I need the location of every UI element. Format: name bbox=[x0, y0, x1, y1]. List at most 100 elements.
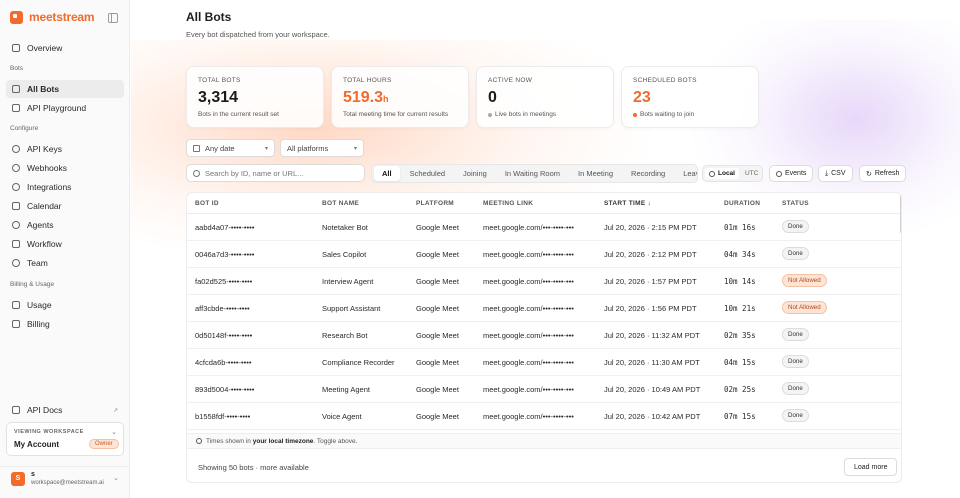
load-more-button[interactable]: Load more bbox=[844, 458, 898, 476]
platform-filter-select[interactable]: All platforms ▾ bbox=[280, 139, 364, 157]
page-title: All Bots bbox=[186, 10, 232, 24]
stat-value: 3,314 bbox=[198, 89, 239, 106]
status-badge: Done bbox=[782, 355, 809, 368]
tz-local-button[interactable]: Local bbox=[705, 168, 739, 179]
sidebar-item-label: Agents bbox=[27, 220, 54, 230]
calendar-icon bbox=[193, 144, 200, 152]
table-row[interactable]: aff3cbde-••••-•••• Support Assistant Googl… bbox=[187, 295, 901, 322]
user-menu[interactable] bbox=[0, 466, 130, 498]
tz-utc-button[interactable]: UTC bbox=[744, 170, 759, 177]
stat-label: TOTAL BOTS bbox=[198, 77, 241, 84]
sidebar-item-team[interactable]: Team bbox=[6, 254, 124, 272]
tab-leaving[interactable]: Leavi bbox=[683, 169, 697, 178]
cell-bot-id: b1558fdf-••••-•••• bbox=[195, 412, 251, 421]
integrations-icon bbox=[12, 183, 20, 191]
table-row[interactable]: 4cfcda6b-••••-•••• Compliance Recorder Goo… bbox=[187, 349, 901, 376]
cell-meeting-link[interactable]: meet.google.com/•••-••••-••• bbox=[483, 331, 574, 340]
table-row[interactable]: 0046a7d3-••••-•••• Sales Copilot Google Me… bbox=[187, 241, 901, 268]
table-row[interactable]: fa02d525-••••-•••• Interview Agent Google … bbox=[187, 268, 901, 295]
cell-platform: Google Meet bbox=[416, 250, 459, 259]
tab-recording[interactable]: Recording bbox=[631, 169, 666, 178]
sidebar-item-label: Calendar bbox=[27, 201, 62, 211]
table-row[interactable]: b1558fdf-••••-•••• Voice Agent Google Meet… bbox=[187, 403, 901, 430]
sidebar-item-workflow[interactable]: Workflow bbox=[6, 235, 124, 253]
brand[interactable]: meetstream bbox=[10, 10, 95, 24]
grid-icon bbox=[12, 44, 20, 52]
sidebar: meetstream Overview Bots All Bots API Pl… bbox=[0, 0, 130, 498]
tz-note-text: Times shown in your local timezone. Togg… bbox=[206, 438, 357, 445]
table-row[interactable]: 0d50148f-••••-•••• Research Bot Google Mee… bbox=[187, 322, 901, 349]
tab-in-waiting-room[interactable]: In Waiting Room bbox=[504, 169, 560, 178]
sidebar-item-calendar[interactable]: Calendar bbox=[6, 197, 124, 215]
stat-value: 23 bbox=[633, 89, 651, 106]
cell-meeting-link[interactable]: meet.google.com/•••-••••-••• bbox=[483, 223, 574, 232]
tab-joining[interactable]: Joining bbox=[463, 169, 487, 178]
sidebar-item-api-playground[interactable]: API Playground bbox=[6, 99, 124, 117]
tab-in-meeting[interactable]: In Meeting bbox=[578, 169, 614, 178]
column-header-platform[interactable]: PLATFORM bbox=[416, 200, 455, 207]
stat-card-active-now: ACTIVE NOW 0 Live bots in meetings bbox=[476, 66, 614, 128]
refresh-button[interactable]: ↻ Refresh bbox=[859, 165, 907, 182]
sidebar-item-api-keys[interactable]: API Keys bbox=[6, 140, 124, 158]
globe-icon bbox=[196, 438, 202, 444]
cell-duration: 02m 35s bbox=[724, 331, 756, 340]
page-subtitle: Every bot dispatched from your workspace… bbox=[186, 30, 330, 39]
cell-meeting-link[interactable]: meet.google.com/•••-••••-••• bbox=[483, 358, 574, 367]
chevron-down-icon: ▾ bbox=[353, 146, 357, 152]
sidebar-item-all-bots[interactable]: All Bots bbox=[6, 80, 124, 98]
chevron-down-icon: ⌄ bbox=[111, 429, 117, 436]
cell-meeting-link[interactable]: meet.google.com/•••-••••-••• bbox=[483, 277, 574, 286]
cell-bot-name: Support Assistant bbox=[322, 304, 381, 313]
column-header-start-time[interactable]: START TIME ↓ bbox=[604, 200, 652, 207]
bot-icon bbox=[12, 85, 20, 93]
avatar[interactable]: S bbox=[11, 472, 25, 486]
cell-meeting-link[interactable]: meet.google.com/•••-••••-••• bbox=[483, 250, 574, 259]
workspace-switcher[interactable]: VIEWING WORKSPACE My Account Owner ⌄ bbox=[6, 422, 124, 456]
sidebar-item-usage[interactable]: Usage bbox=[6, 296, 124, 314]
cell-meeting-link[interactable]: meet.google.com/•••-••••-••• bbox=[483, 304, 574, 313]
sidebar-item-overview[interactable]: Overview bbox=[6, 39, 124, 57]
status-badge: Done bbox=[782, 382, 809, 395]
date-filter-select[interactable]: Any date ▾ bbox=[186, 139, 275, 157]
stat-value: 0 bbox=[488, 89, 497, 106]
table-row[interactable]: 893d5004-••••-•••• Meeting Agent Google Me… bbox=[187, 376, 901, 403]
play-icon bbox=[12, 104, 20, 112]
chevron-updown-icon[interactable]: ⌄ bbox=[113, 475, 119, 482]
column-header-status[interactable]: STATUS bbox=[782, 200, 809, 207]
cell-meeting-link[interactable]: meet.google.com/•••-••••-••• bbox=[483, 412, 574, 421]
csv-button[interactable]: ⤓ CSV bbox=[818, 165, 853, 182]
status-badge: Not Allowed bbox=[782, 301, 827, 314]
column-header-bot-id[interactable]: BOT ID bbox=[195, 200, 219, 207]
tab-all[interactable]: All bbox=[374, 166, 400, 181]
sidebar-collapse-icon[interactable] bbox=[108, 13, 118, 23]
cell-bot-id: 0d50148f-••••-•••• bbox=[195, 331, 253, 340]
cell-duration: 04m 15s bbox=[724, 358, 756, 367]
workspace-label: VIEWING WORKSPACE bbox=[14, 429, 84, 435]
sidebar-item-integrations[interactable]: Integrations bbox=[6, 178, 124, 196]
status-tabs: All Scheduled Joining In Waiting Room In… bbox=[371, 164, 698, 183]
search-input[interactable]: Search by ID, name or URL... bbox=[186, 164, 365, 182]
stat-value-number: 519.3 bbox=[343, 89, 384, 106]
events-button[interactable]: Events bbox=[769, 165, 814, 182]
sidebar-item-billing[interactable]: Billing bbox=[6, 315, 124, 333]
stat-sub-text: Total meeting time for current results bbox=[343, 111, 449, 118]
sidebar-item-api-docs[interactable]: API Docs ↗ bbox=[6, 401, 124, 419]
cell-start-time: Jul 20, 2026 · 1:56 PM PDT bbox=[604, 304, 697, 313]
cell-duration: 02m 25s bbox=[724, 385, 756, 394]
sidebar-item-webhooks[interactable]: Webhooks bbox=[6, 159, 124, 177]
sidebar-item-label: Usage bbox=[27, 300, 52, 310]
cell-bot-name: Meeting Agent bbox=[322, 385, 370, 394]
scrollbar[interactable] bbox=[900, 193, 901, 233]
refresh-icon: ↻ bbox=[866, 170, 872, 178]
tab-scheduled[interactable]: Scheduled bbox=[409, 169, 446, 178]
stat-card-total-hours: TOTAL HOURS 519.3h Total meeting time fo… bbox=[331, 66, 469, 128]
search-placeholder: Search by ID, name or URL... bbox=[205, 168, 304, 178]
column-header-bot-name[interactable]: BOT NAME bbox=[322, 200, 360, 207]
column-header-duration[interactable]: DURATION bbox=[724, 200, 761, 207]
user-email: workspace@meetstream.ai bbox=[31, 480, 104, 486]
cell-bot-name: Voice Agent bbox=[322, 412, 362, 421]
table-row[interactable]: aabd4a07-••••-•••• Notetaker Bot Google Me… bbox=[187, 214, 901, 241]
cell-meeting-link[interactable]: meet.google.com/•••-••••-••• bbox=[483, 385, 574, 394]
sidebar-item-agents[interactable]: Agents bbox=[6, 216, 124, 234]
column-header-meeting-link[interactable]: MEETING LINK bbox=[483, 200, 534, 207]
